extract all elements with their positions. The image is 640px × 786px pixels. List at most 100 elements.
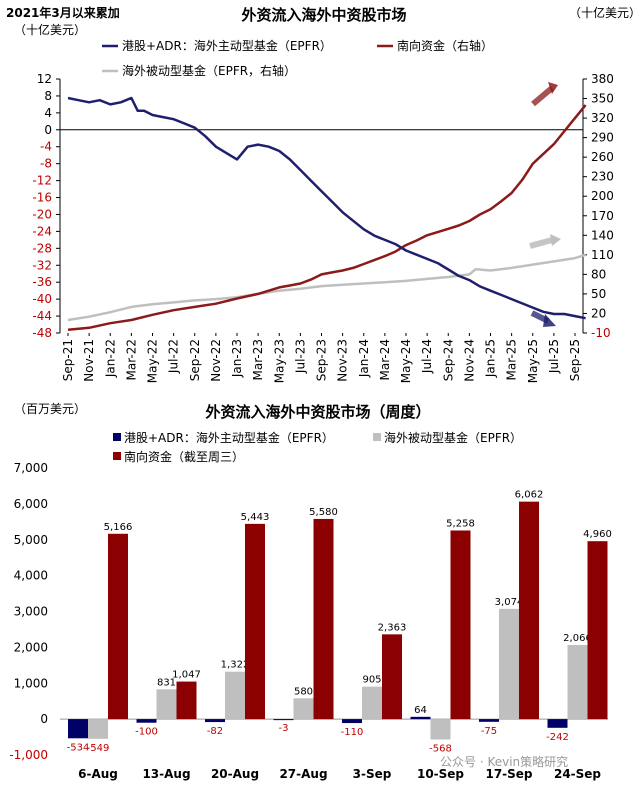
bar: [567, 645, 588, 720]
legend-label-active-bar: 港股+ADR：海外主动型基金（EPFR）: [124, 430, 334, 445]
left-tick-label: -48: [32, 326, 52, 340]
bar-y-tick-label: 7,000: [14, 461, 48, 475]
bar: [382, 634, 402, 720]
bar-value-label: 4,960: [583, 529, 612, 540]
x-tick-label: Sep-22: [188, 339, 202, 381]
right-axis-ticks: 380 350 320 290 260 230 200 170 140 110 80 50 20 -10: [583, 72, 614, 340]
bar-category-label: 24-Sep: [554, 767, 601, 781]
x-tick-label: Mar-22: [124, 339, 138, 380]
left-tick-label: -24: [32, 224, 52, 238]
bar: [68, 719, 88, 739]
bar-value-label: 3,074: [495, 597, 524, 608]
left-tick-label: 12: [37, 72, 52, 86]
bar-y-tick-label: 0: [40, 712, 48, 726]
bar-y-tick-label: 4,000: [14, 569, 48, 583]
bar-category-label: 10-Sep: [417, 767, 464, 781]
bar-category-label: 17-Sep: [485, 767, 532, 781]
bar: [362, 686, 382, 720]
bar-value-label: -75: [481, 726, 497, 737]
x-tick-label: Jul-23: [293, 339, 307, 374]
bar-value-label: -242: [546, 732, 569, 743]
weekly-flow-bar-chart: （百万美元） 外资流入海外中资股市场（周度） 港股+ADR：海外主动型基金（EP…: [9, 402, 612, 781]
left-tick-label: -4: [40, 140, 52, 154]
bar: [293, 698, 314, 720]
bottom-chart-title: 外资流入海外中资股市场（周度）: [204, 403, 430, 421]
left-tick-label: -40: [32, 292, 52, 306]
bar: [176, 681, 197, 720]
bar-category-label: 13-Aug: [142, 767, 190, 781]
left-tick-label: -32: [32, 258, 52, 272]
bar-value-label: 5,443: [241, 512, 270, 523]
bar-category-label: 3-Sep: [353, 767, 392, 781]
bar-category-label: 20-Aug: [211, 767, 259, 781]
bar-y-tick-label: 3,000: [14, 605, 48, 619]
x-tick-label: Sep-21: [61, 339, 75, 381]
bar: [479, 719, 499, 722]
left-tick-label: -16: [32, 191, 52, 205]
bar-y-tick-label: 1,000: [14, 676, 48, 690]
x-tick-label: Mar-23: [251, 339, 265, 380]
x-tick-label: Nov-23: [336, 339, 350, 382]
right-tick-label: -10: [591, 326, 611, 340]
legend-label-passive: 海外被动型基金（EPFR，右轴）: [122, 63, 296, 78]
bar-value-label: -82: [207, 726, 223, 737]
top-chart-title: 外资流入海外中资股市场: [240, 6, 406, 24]
left-tick-label: -20: [32, 207, 52, 221]
x-tick-label: Sep-23: [315, 339, 329, 381]
left-tick-label: -28: [32, 241, 52, 255]
left-axis-unit: （十亿美元）: [14, 22, 86, 37]
series-line: [67, 253, 586, 322]
bar: [547, 719, 568, 728]
right-tick-label: 140: [591, 228, 614, 242]
bar: [205, 719, 225, 723]
bar: [342, 719, 362, 724]
bar-value-label: 5,258: [446, 518, 475, 529]
bar-value-label: 64: [414, 705, 427, 716]
left-tick-label: -36: [32, 275, 52, 289]
x-tick-label: Nov-21: [82, 339, 96, 382]
series-line: [67, 96, 586, 320]
legend-swatch-southbound-bar: [113, 452, 121, 460]
bar-value-label: 2,363: [378, 622, 407, 633]
left-tick-label: -8: [40, 157, 52, 171]
bar-value-label: 1,322: [221, 660, 250, 671]
bar-value-label: 831: [157, 677, 176, 688]
bar-category-label: 27-Aug: [279, 767, 327, 781]
bar: [587, 541, 608, 720]
left-tick-label: 4: [44, 106, 52, 120]
x-tick-label: May-25: [526, 339, 540, 383]
bar: [450, 530, 471, 720]
bar-category-label: 6-Aug: [78, 767, 118, 781]
x-tick-label: Jul-22: [167, 339, 181, 374]
arrow-southbound-up: [531, 85, 554, 107]
bar-y-tick-label: 6,000: [14, 497, 48, 511]
x-tick-label: Sep-25: [568, 339, 582, 381]
bar-value-label: -549: [87, 743, 110, 754]
bar-value-label: -568: [429, 744, 452, 755]
series-lines: [67, 96, 587, 331]
x-tick-label: Jan-22: [103, 339, 117, 378]
x-tick-label: Sep-24: [441, 339, 455, 381]
bar: [88, 719, 108, 739]
legend-label-passive-bar: 海外被动型基金（EPFR）: [384, 430, 522, 445]
legend-label-active: 港股+ADR：海外主动型基金（EPFR）: [122, 38, 332, 53]
left-axis-ticks: 12 8 4 0 -4 -8 -12 -16 -20 -24 -28 -32 -36 -40 -44 -48: [32, 72, 60, 340]
x-tick-label: Mar-24: [378, 339, 392, 380]
right-tick-label: 230: [591, 170, 614, 184]
bar-value-label: 5,166: [104, 522, 133, 533]
left-tick-label: 8: [44, 89, 52, 103]
bar-y-axis-ticks: 7,000 6,000 5,000 4,000 3,000 2,000 1,000 0 -1,0…: [9, 461, 48, 762]
bar-value-label: 580: [294, 686, 313, 697]
left-tick-label: -44: [32, 309, 52, 323]
legend-label-southbound: 南向资金（右轴）: [397, 38, 493, 53]
x-tick-label: May-23: [272, 339, 286, 383]
bar: [245, 523, 265, 720]
bar-value-label: 2,066: [563, 633, 592, 644]
bottom-axis-unit: （百万美元）: [14, 402, 86, 416]
legend-label-southbound-bar: 南向资金（截至周三）: [124, 449, 244, 464]
bar-value-label: 6,062: [515, 490, 544, 501]
bar-value-label: 5,580: [309, 507, 338, 518]
bar: [313, 518, 334, 720]
bar: [273, 719, 294, 721]
